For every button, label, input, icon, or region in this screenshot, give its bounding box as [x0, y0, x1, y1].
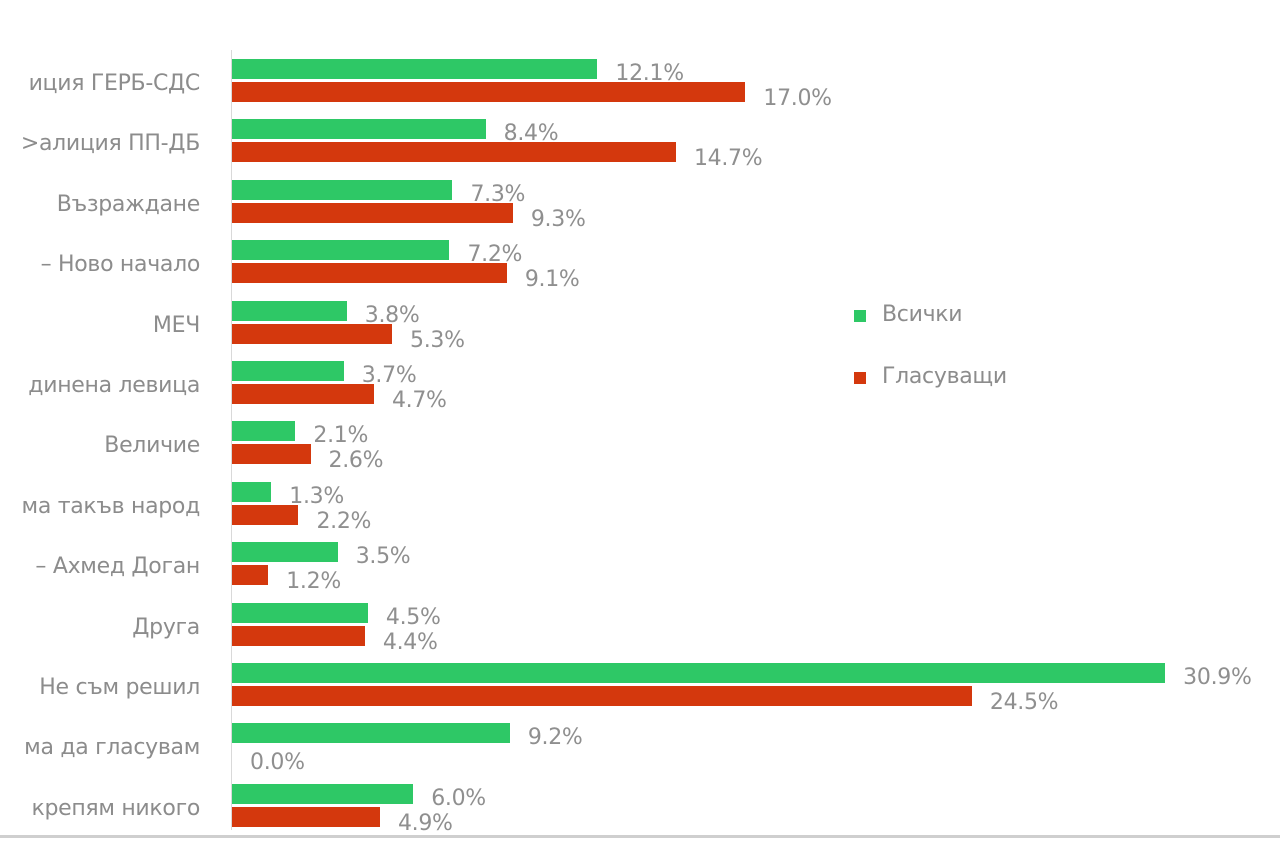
bar-group: >алиция ПП-ДБ 8.4% 14.7%	[0, 119, 1280, 179]
value-label-voters: 4.9%	[397, 810, 453, 836]
bar-group: ма такъв народ 1.3% 2.2%	[0, 481, 1280, 542]
bar-group: динена левица 3.7% 4.7%	[0, 361, 1280, 421]
bar-voters	[232, 202, 513, 223]
legend-swatch-voters-icon	[854, 372, 866, 384]
bar-voters	[232, 444, 311, 465]
value-label-all: 1.3%	[289, 483, 344, 509]
bar-voters	[232, 686, 972, 706]
value-label-voters: 1.2%	[286, 569, 341, 595]
value-label-all: 12.1%	[615, 61, 684, 86]
bar-group: крепям никого 6.0% 4.9%	[0, 783, 1280, 844]
category-label: – Ахмед Доган	[35, 554, 200, 580]
bar-group: Величие 2.1% 2.6%	[0, 421, 1280, 481]
bar-group: Друга 4.5% 4.4%	[0, 602, 1280, 663]
bar-all	[232, 179, 453, 200]
legend-label-voters: Гласуващи	[882, 364, 1007, 389]
value-label-voters: 4.4%	[382, 629, 438, 655]
value-label-all: 9.2%	[527, 725, 583, 751]
bar-all	[232, 481, 272, 502]
bar-all	[232, 723, 510, 744]
bottom-divider	[0, 835, 1280, 838]
bar-all	[232, 119, 486, 140]
bar-all	[232, 421, 296, 442]
bar-voters	[232, 323, 393, 344]
value-label-all: 6.0%	[431, 785, 486, 811]
value-label-voters: 2.6%	[328, 448, 384, 474]
value-label-all: 8.4%	[503, 121, 559, 147]
bar-voters	[232, 565, 269, 586]
bar-group: Възраждане 7.3% 9.3%	[0, 179, 1280, 240]
bar-group: МЕЧ 3.8% 5.3%	[0, 300, 1280, 361]
value-label-voters: 0.0%	[250, 750, 305, 776]
bar-group: Не съм решил 30.9% 24.5%	[0, 663, 1280, 723]
value-label-voters: 24.5%	[989, 690, 1059, 715]
value-label-voters: 9.3%	[530, 206, 586, 232]
bar-all	[232, 300, 347, 321]
category-label: крепям никого	[31, 795, 200, 821]
value-label-all: 7.2%	[467, 242, 523, 268]
value-label-voters: 4.7%	[391, 388, 447, 413]
category-label: Не съм решил	[39, 675, 200, 700]
bar-group: ма да гласувам 9.2% 0.0%	[0, 723, 1280, 783]
bar-all	[232, 663, 1166, 683]
category-label: МЕЧ	[152, 312, 200, 338]
category-label: >алиция ПП-ДБ	[20, 131, 200, 157]
bar-group: – Ахмед Доган 3.5% 1.2%	[0, 542, 1280, 602]
value-label-all: 3.5%	[355, 544, 411, 570]
bar-voters	[232, 504, 299, 525]
category-label: Друга	[132, 614, 200, 640]
value-label-all: 2.1%	[313, 423, 369, 449]
legend-swatch-all-icon	[854, 310, 866, 322]
value-label-voters: 14.7%	[693, 146, 763, 172]
value-label-voters: 2.2%	[316, 508, 372, 534]
value-label-all: 7.3%	[470, 181, 526, 207]
bar-all	[232, 361, 344, 381]
category-label: динена левица	[28, 373, 200, 398]
bar-voters	[232, 806, 380, 827]
bar-all	[232, 59, 598, 79]
category-label: ма да гласувам	[24, 735, 200, 761]
category-label: ма такъв народ	[21, 493, 201, 519]
value-label-voters: 17.0%	[763, 86, 832, 111]
bar-group: – Ново начало 7.2% 9.1%	[0, 240, 1280, 300]
bar-voters	[232, 384, 374, 404]
category-label: – Ново начало	[40, 252, 201, 278]
bar-voters	[232, 263, 507, 284]
value-label-voters: 5.3%	[410, 327, 465, 353]
bar-all	[232, 542, 338, 563]
value-label-voters: 9.1%	[524, 267, 580, 293]
bar-voters	[232, 142, 676, 163]
value-label-all: 30.9%	[1183, 665, 1252, 690]
bar-voters	[232, 625, 365, 646]
bar-voters	[232, 82, 746, 102]
bar-all	[232, 240, 450, 261]
bar-all	[232, 602, 368, 623]
category-label: Величие	[104, 433, 200, 459]
category-label: Възраждане	[56, 191, 201, 217]
legend-label-all: Всички	[882, 302, 963, 327]
bar-all	[232, 783, 414, 804]
bar-group: иция ГЕРБ-СДС 12.1% 17.0%	[0, 59, 1280, 119]
category-axis-line	[231, 50, 232, 830]
value-label-all: 4.5%	[385, 604, 441, 630]
category-label: иция ГЕРБ-СДС	[28, 71, 201, 96]
value-label-all: 3.8%	[364, 302, 420, 328]
value-label-all: 3.7%	[361, 363, 417, 388]
